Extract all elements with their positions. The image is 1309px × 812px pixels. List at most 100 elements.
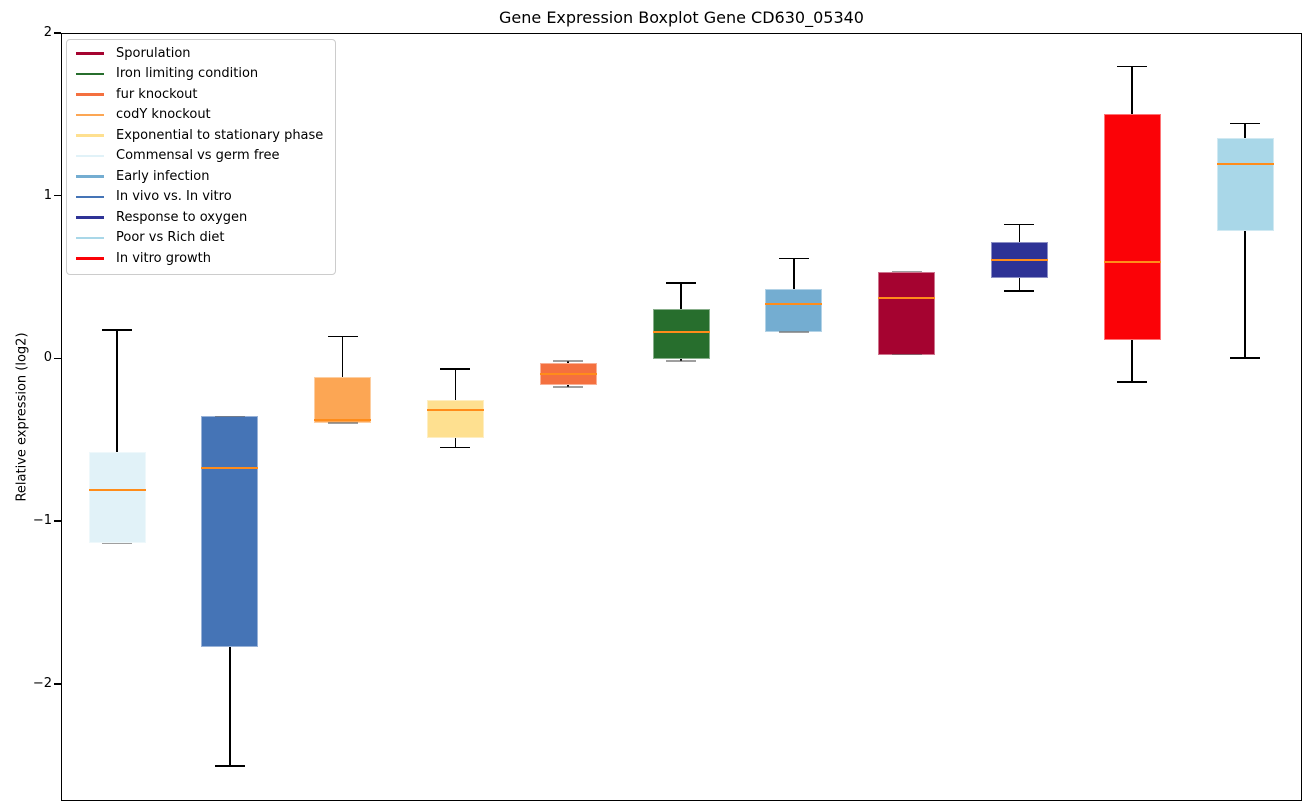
median-line-fur-knockout (539, 373, 597, 376)
legend-label: In vitro growth (116, 250, 211, 266)
whisker-upper-cody-knockout (341, 336, 344, 378)
legend-swatch (76, 257, 104, 260)
legend-swatch (76, 93, 104, 96)
box-early-infection (765, 289, 823, 332)
box-exponential-to-stationary-phase (426, 400, 484, 438)
y-tick-mark (54, 520, 61, 522)
legend-label: Sporulation (116, 45, 191, 61)
whisker-upper-response-to-oxygen (1018, 224, 1021, 243)
whisker-upper-fur-knockout (567, 361, 569, 363)
y-tick-mark (54, 683, 61, 685)
median-line-response-to-oxygen (990, 259, 1048, 262)
y-tick-label: 2 (43, 25, 52, 40)
whisker-lower-iron-limiting-condition (680, 359, 682, 362)
cap-lower-cody-knockout (327, 422, 358, 424)
legend-label: Commensal vs germ free (116, 148, 280, 164)
y-tick-mark (54, 195, 61, 197)
y-tick-label: 0 (43, 350, 52, 366)
median-line-sporulation (878, 296, 936, 299)
legend-item-cody-knockout: codY knockout (76, 105, 323, 126)
legend-swatch (76, 216, 104, 219)
whisker-lower-exponential-to-stationary-phase (454, 437, 457, 448)
legend-item-in-vivo-vs-in-vitro: In vivo vs. In vitro (76, 187, 323, 208)
cap-lower-poor-vs-rich-diet (1230, 357, 1260, 359)
y-tick-mark (54, 32, 61, 34)
median-line-exponential-to-stationary-phase (426, 408, 484, 411)
legend-item-commensal-vs-germ-free: Commensal vs germ free (76, 146, 323, 167)
legend-swatch (76, 134, 104, 137)
cap-lower-early-infection (778, 331, 809, 333)
legend-item-exponential-to-stationary-phase: Exponential to stationary phase (76, 125, 323, 146)
whisker-lower-in-vivo-vs-in-vitro (229, 647, 231, 767)
box-poor-vs-rich-diet (1216, 138, 1274, 231)
box-commensal-vs-germ-free (88, 452, 146, 544)
cap-upper-early-infection (778, 257, 809, 260)
median-line-early-infection (765, 303, 823, 306)
y-tick-label: −2 (32, 675, 52, 691)
median-line-in-vivo-vs-in-vitro (201, 467, 259, 470)
whisker-upper-iron-limiting-condition (680, 282, 682, 309)
legend-item-response-to-oxygen: Response to oxygen (76, 207, 323, 228)
cap-lower-response-to-oxygen (1004, 290, 1035, 292)
cap-upper-poor-vs-rich-diet (1230, 122, 1260, 125)
legend-swatch (76, 236, 104, 239)
cap-lower-commensal-vs-germ-free (102, 542, 132, 545)
whisker-lower-poor-vs-rich-diet (1244, 230, 1246, 358)
legend-item-sporulation: Sporulation (76, 43, 323, 64)
legend-item-early-infection: Early infection (76, 166, 323, 187)
whisker-upper-commensal-vs-germ-free (116, 330, 118, 453)
legend-swatch (76, 175, 104, 178)
whisker-lower-in-vitro-growth (1131, 339, 1133, 383)
y-tick-mark (54, 357, 61, 360)
legend-swatch (76, 154, 104, 157)
median-line-in-vitro-growth (1103, 260, 1161, 263)
y-tick-label: −1 (32, 513, 52, 529)
legend: Sporulation Iron limiting condition fur kn… (66, 39, 337, 275)
legend-item-fur-knockout: fur knockout (76, 84, 323, 105)
whisker-upper-exponential-to-stationary-phase (454, 369, 457, 401)
plot-area (61, 33, 1302, 801)
cap-lower-in-vitro-growth (1117, 381, 1148, 383)
cap-upper-response-to-oxygen (1004, 223, 1035, 226)
cap-lower-exponential-to-stationary-phase (440, 446, 471, 449)
legend-label: Exponential to stationary phase (116, 127, 324, 143)
legend-item-iron-limiting-condition: Iron limiting condition (76, 64, 323, 85)
cap-upper-cody-knockout (327, 335, 358, 338)
legend-label: codY knockout (116, 107, 211, 123)
whisker-upper-early-infection (793, 258, 795, 290)
box-sporulation (878, 271, 936, 355)
legend-swatch (76, 52, 104, 55)
box-in-vitro-growth (1103, 113, 1161, 340)
median-line-cody-knockout (314, 418, 372, 421)
cap-upper-in-vitro-growth (1117, 65, 1148, 68)
box-cody-knockout (314, 377, 372, 423)
legend-label: fur knockout (116, 86, 198, 102)
cap-lower-in-vivo-vs-in-vitro (214, 765, 245, 767)
cap-lower-sporulation (891, 353, 922, 356)
cap-upper-sporulation (891, 270, 922, 273)
legend-swatch (76, 195, 104, 198)
whisker-upper-in-vitro-growth (1131, 66, 1133, 114)
legend-label: Iron limiting condition (116, 66, 259, 82)
legend-label: In vivo vs. In vitro (116, 189, 232, 205)
box-in-vivo-vs-in-vitro (201, 416, 259, 648)
cap-upper-iron-limiting-condition (666, 282, 696, 284)
chart-title: Gene Expression Boxplot Gene CD630_05340 (499, 8, 864, 27)
cap-lower-fur-knockout (553, 386, 584, 388)
whisker-lower-response-to-oxygen (1018, 278, 1021, 292)
legend-swatch (76, 113, 104, 116)
cap-upper-fur-knockout (553, 360, 584, 362)
cap-upper-in-vivo-vs-in-vitro (214, 415, 245, 418)
median-line-iron-limiting-condition (652, 330, 710, 333)
legend-item-in-vitro-growth: In vitro growth (76, 248, 323, 269)
whisker-lower-fur-knockout (567, 385, 569, 388)
median-line-commensal-vs-germ-free (88, 488, 146, 491)
median-line-poor-vs-rich-diet (1216, 163, 1274, 166)
y-tick-label: 1 (43, 187, 52, 203)
cap-upper-exponential-to-stationary-phase (440, 368, 471, 370)
cap-upper-commensal-vs-germ-free (102, 329, 132, 331)
box-iron-limiting-condition (652, 308, 710, 360)
legend-label: Response to oxygen (116, 209, 248, 225)
legend-label: Poor vs Rich diet (116, 230, 225, 246)
